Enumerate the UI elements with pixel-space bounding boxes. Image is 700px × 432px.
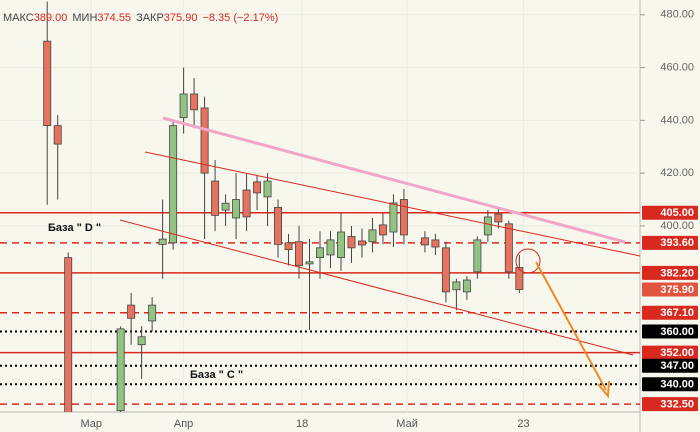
arrow-head	[597, 380, 610, 399]
candle-body	[347, 236, 356, 249]
candle-body	[127, 304, 136, 319]
price-badge	[642, 324, 698, 339]
price-badge	[642, 397, 698, 412]
candle-body	[179, 93, 188, 119]
candle-body	[137, 336, 146, 346]
candle-body	[473, 239, 482, 273]
candle-body	[420, 237, 429, 246]
price-badge-label: 347.00	[660, 360, 694, 372]
candle-body	[169, 125, 178, 244]
price-badge-label: 375.90	[660, 284, 694, 296]
candle-body	[253, 181, 262, 194]
x-tick-label: 18	[296, 418, 308, 430]
candle-body	[316, 247, 324, 258]
header-label: МАКС	[3, 12, 34, 24]
candle-body	[357, 240, 366, 246]
price-badge-label: 382.20	[660, 267, 694, 279]
annotation: База " D "	[48, 222, 101, 234]
candles	[43, 1, 524, 412]
header-value: −8.35 (−2.17%)	[202, 12, 278, 24]
price-badge	[642, 305, 698, 320]
price-badge	[642, 358, 698, 373]
candle-body	[263, 180, 272, 198]
annotations: База " D " База " C "	[48, 222, 243, 381]
candle-body	[295, 241, 303, 266]
price-badge	[642, 235, 698, 250]
price-badge-label: 360.00	[660, 326, 694, 338]
candle-body	[483, 216, 492, 236]
channel-line	[119, 219, 634, 356]
candle-body	[389, 202, 398, 233]
price-badge-label: 367.10	[660, 307, 694, 319]
candle-body	[190, 93, 199, 111]
candle-body	[116, 328, 125, 412]
y-tick-label: 440.00	[660, 114, 694, 126]
candle-body	[452, 281, 461, 291]
price-badge-label: 340.00	[660, 379, 694, 391]
candle-body	[326, 239, 335, 256]
price-badge-label: 393.60	[660, 237, 694, 249]
arrow-line	[535, 261, 607, 391]
candle-body	[431, 239, 440, 248]
price-badge-label: 352.00	[660, 347, 694, 359]
candle-body	[242, 189, 251, 218]
axes: Мар Апр 18 Май 23 480.00 460.00 440.00 420.00 400…	[81, 9, 698, 430]
price-badge	[642, 265, 698, 280]
header-label: МИН	[72, 12, 97, 24]
candle-body	[378, 224, 387, 236]
y-tick-label: 420.00	[660, 167, 694, 179]
price-badge-label: 405.00	[660, 207, 694, 219]
trend-line	[162, 116, 626, 244]
candle-body	[462, 279, 471, 293]
candle-body	[221, 202, 230, 211]
candle-body	[43, 40, 52, 127]
candle-body	[494, 213, 503, 223]
x-tick-label: Мар	[81, 418, 103, 430]
candle-body	[504, 223, 513, 273]
header-value: 389.00	[34, 12, 68, 24]
drawings	[119, 116, 640, 399]
x-tick-label: Май	[396, 418, 418, 430]
candle-body	[515, 267, 524, 290]
x-tick-label: 23	[517, 418, 529, 430]
candle-body	[232, 199, 241, 219]
candle-body	[441, 247, 450, 293]
header-value: 374.55	[97, 12, 131, 24]
price-badge	[642, 282, 698, 297]
candle-body	[305, 261, 314, 265]
y-tick-label: 460.00	[660, 61, 694, 73]
y-tick-label: 400.00	[660, 220, 694, 232]
header-label: ЗАКР	[136, 12, 164, 24]
y-tick-label: 480.00	[660, 9, 694, 21]
price-badge-label: 332.50	[660, 398, 694, 410]
candle-body	[337, 231, 345, 258]
highlight-circle	[515, 248, 541, 274]
price-badge	[642, 345, 698, 360]
candle-body	[399, 199, 408, 236]
candle-body	[368, 229, 377, 243]
annotation: База " C "	[190, 369, 243, 381]
channel-line	[144, 151, 640, 257]
x-tick-label: Апр	[174, 418, 193, 430]
candle-body	[200, 107, 209, 174]
header: МАКС 389.00 МИН 374.55 ЗАКР 375.90 −8.35 (−2.1…	[3, 12, 278, 24]
header-value: 375.90	[164, 12, 198, 24]
candle-body	[158, 238, 167, 245]
candle-body	[53, 125, 62, 145]
candle-body	[148, 304, 157, 322]
price-badge	[642, 377, 698, 392]
candle-body	[274, 207, 283, 245]
candle-body	[211, 180, 220, 216]
price-badge	[642, 205, 698, 220]
candle-body	[64, 257, 73, 412]
candle-body	[284, 242, 293, 251]
